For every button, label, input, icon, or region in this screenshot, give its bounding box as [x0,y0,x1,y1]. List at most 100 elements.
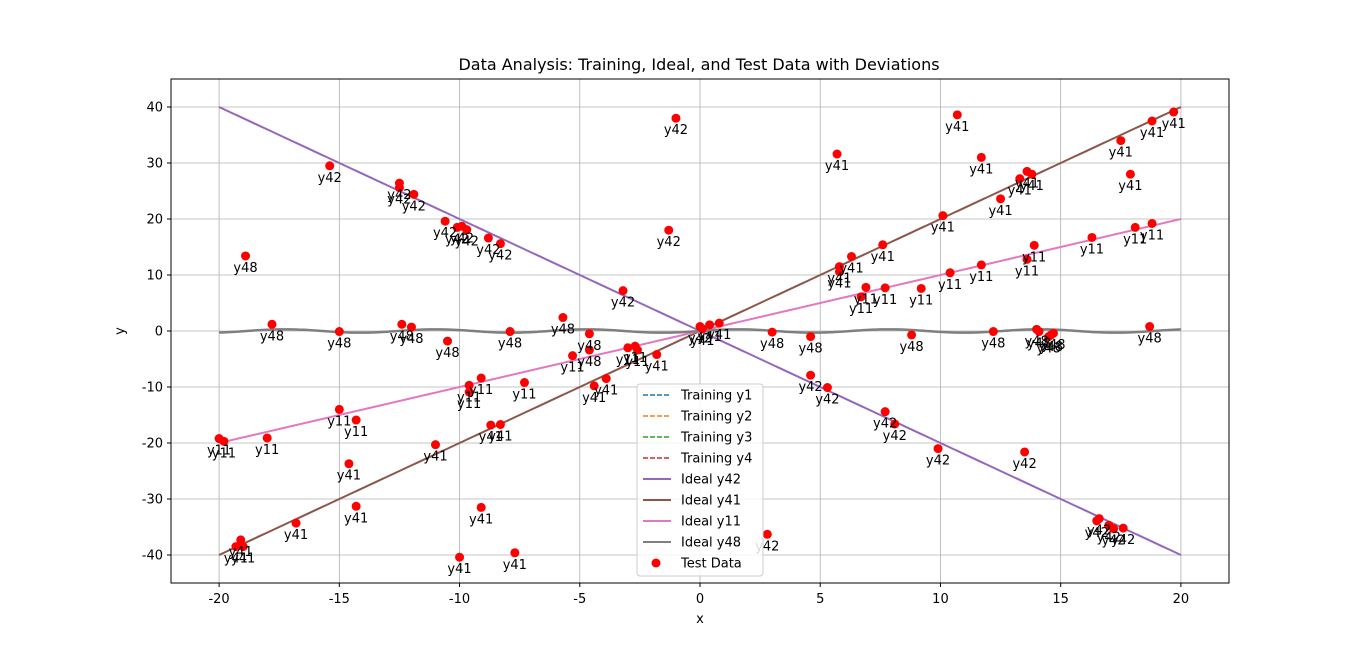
test-point [861,282,871,292]
test-point-label: y41 [690,334,714,349]
test-point [406,322,416,332]
test-point [1147,218,1157,228]
legend: Training y1 Training y2 Training y3 Trainin… [636,383,764,577]
x-tick-label: -10 [449,592,470,607]
test-point-label: y41 [697,330,721,345]
test-point-label: y41 [488,430,512,445]
test-point-label: y11 [1022,250,1046,265]
x-tick-label: 10 [932,592,949,607]
test-point-label: y42 [445,232,469,247]
test-point-label: y11 [909,293,933,308]
test-point [1029,240,1039,250]
test-point-label: y41 [503,558,527,573]
y-tick-label: 0 [155,325,163,340]
test-point-label: y48 [981,337,1005,352]
test-point [344,459,354,469]
test-point-label: y41 [969,162,993,177]
test-point [505,327,515,337]
test-point-label: y42 [815,393,839,408]
test-point-label: y41 [1008,184,1032,199]
test-point-label: y11 [849,302,873,317]
test-point [568,351,578,361]
test-point [462,225,472,235]
test-point [996,194,1006,204]
test-point [945,268,955,278]
test-point [291,518,301,528]
test-point-label: y42 [926,454,950,469]
test-point-label: y11 [512,388,536,403]
test-point-label: y11 [1123,232,1147,247]
test-point [938,211,948,221]
test-point [464,387,474,397]
test-point-label: y11 [938,278,962,293]
test-point-label: y41 [447,562,471,577]
chart-title: Data Analysis: Training, Ideal, and Test… [458,55,939,74]
test-point [705,320,715,330]
legend-box [636,383,764,577]
test-point [1118,523,1128,533]
test-point-label: y11 [623,351,647,366]
test-point-label: y48 [1027,337,1051,352]
test-point [822,383,832,393]
test-point [933,444,943,454]
test-point [1022,254,1032,264]
test-point-label: y11 [327,414,351,429]
test-point [890,419,900,429]
test-point [1145,322,1155,332]
test-point-label: y48 [498,337,522,352]
test-point-label: y48 [577,355,601,370]
y-tick-label: -40 [142,549,163,564]
test-point-label: y48 [760,337,784,352]
test-point-label: y41 [931,221,955,236]
test-point-label: y48 [551,323,575,338]
test-point [334,327,344,337]
test-point [483,233,493,243]
test-point [880,283,890,293]
test-point-label: y42 [387,193,411,208]
test-point [767,327,777,337]
test-point-label: y41 [1015,176,1039,191]
test-point-label: y41 [839,262,863,277]
test-point [558,313,568,323]
test-point-label: y41 [945,120,969,135]
test-point [618,286,628,296]
test-point-label: y42 [1097,530,1121,545]
test-point [440,216,450,226]
test-point-label: y11 [212,446,236,461]
legend-label: Training y2 [680,410,752,425]
test-point-label: y41 [231,552,255,567]
test-point-label: y11 [469,383,493,398]
test-point-label: y42 [488,249,512,264]
y-axis-label: y [113,327,128,335]
test-point-label: y11 [873,293,897,308]
test-point-label: y41 [645,360,669,375]
test-point [584,329,594,339]
test-point-label: y48 [399,332,423,347]
test-point-label: y11 [1015,264,1039,279]
test-point [325,161,335,171]
test-point [714,318,724,328]
test-point [262,433,272,443]
test-point [510,548,520,558]
test-point-label: y42 [798,380,822,395]
test-point [806,370,816,380]
axis-ticks: -20 -15 -10 -5 0 5 10 15 20 -40 -30 -20 -10 0 10 20 30 40 [142,101,1189,608]
test-point [397,319,407,329]
y-tick-label: -30 [142,493,163,508]
x-tick-label: 0 [696,592,704,607]
test-point-label: y48 [1041,338,1065,353]
test-point-label: y41 [582,391,606,406]
test-point [671,113,681,123]
test-point [952,110,962,120]
legend-label: Ideal y42 [681,473,741,488]
test-point [1147,116,1157,126]
legend-label: Test Data [680,557,742,572]
test-point-label: y48 [798,342,822,357]
test-point-label: y42 [402,199,426,214]
test-point [443,336,453,346]
test-point [267,319,277,329]
test-point [1116,136,1126,146]
test-point [856,292,866,302]
x-tick-label: -20 [208,592,229,607]
test-point-label: y42 [1101,534,1125,549]
